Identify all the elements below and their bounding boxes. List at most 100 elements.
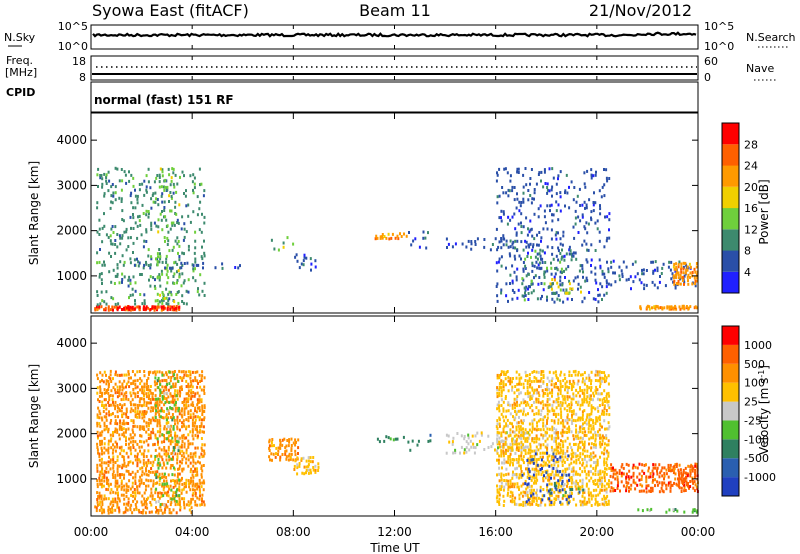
heatmap-cell <box>182 487 185 491</box>
heatmap-cell <box>143 502 146 506</box>
heatmap-cell <box>557 258 560 262</box>
heatmap-cell <box>133 508 136 512</box>
heatmap-cell <box>109 439 112 443</box>
heatmap-cell <box>502 494 505 498</box>
heatmap-cell <box>608 479 610 483</box>
heatmap-cell <box>547 286 550 289</box>
heatmap-cell <box>505 422 508 426</box>
heatmap-cell <box>502 449 505 453</box>
heatmap-cell <box>535 412 538 416</box>
heatmap-cell <box>557 412 560 416</box>
heatmap-cell <box>201 374 204 378</box>
heatmap-cell <box>563 254 566 258</box>
heatmap-cell <box>152 431 155 435</box>
heatmap-cell <box>187 382 190 386</box>
heatmap-cell <box>498 479 501 483</box>
heatmap-cell <box>155 197 158 201</box>
heatmap-cell <box>142 308 145 311</box>
heatmap-cell <box>145 307 147 311</box>
heatmap-cell <box>185 425 188 429</box>
heatmap-cell <box>541 470 544 474</box>
heatmap-cell <box>546 419 549 422</box>
heatmap-cell <box>132 275 135 279</box>
heatmap-cell <box>632 471 635 475</box>
heatmap-cell <box>551 213 553 217</box>
heatmap-cell <box>601 398 604 402</box>
heatmap-cell <box>527 189 530 192</box>
heatmap-cell <box>525 216 528 220</box>
heatmap-cell <box>176 427 179 431</box>
heatmap-cell <box>586 415 589 419</box>
heatmap-cell <box>500 390 503 394</box>
heatmap-cell <box>590 404 593 408</box>
heatmap-cell <box>140 379 143 383</box>
heatmap-cell <box>196 473 199 477</box>
heatmap-cell <box>194 494 197 498</box>
heatmap-cell <box>128 385 131 389</box>
heatmap-cell <box>531 491 534 495</box>
heatmap-cell <box>157 475 159 479</box>
heatmap-cell <box>188 508 191 512</box>
heatmap-cell <box>168 455 171 459</box>
heatmap-cell <box>101 418 104 422</box>
heatmap-cell <box>520 443 523 446</box>
colorbar-tick-label: 4 <box>744 266 751 279</box>
heatmap-cell <box>143 449 146 453</box>
heatmap-cell <box>187 248 190 252</box>
heatmap-cell <box>148 394 151 398</box>
heatmap-cell <box>534 249 537 253</box>
heatmap-cell <box>536 252 539 256</box>
heatmap-cell <box>145 228 148 232</box>
heatmap-cell <box>572 473 575 477</box>
heatmap-cell <box>198 409 201 413</box>
heatmap-cell <box>680 490 683 493</box>
heatmap-cell <box>559 455 562 459</box>
heatmap-cell <box>559 242 562 246</box>
heatmap-cell <box>526 493 529 497</box>
heatmap-cell <box>181 488 184 492</box>
heatmap-cell <box>588 413 591 417</box>
heatmap-cell <box>158 278 161 282</box>
heatmap-cell <box>651 280 654 284</box>
heatmap-cell <box>694 464 697 468</box>
heatmap-cell <box>515 448 518 452</box>
heatmap-cell <box>118 446 121 450</box>
heatmap-cell <box>496 391 499 395</box>
heatmap-cell <box>502 370 505 374</box>
heatmap-cell <box>134 395 137 399</box>
heatmap-cell <box>533 427 536 431</box>
heatmap-cell <box>564 439 567 443</box>
heatmap-cell <box>552 257 555 261</box>
heatmap-cell <box>555 436 558 440</box>
heatmap-cell <box>682 267 685 271</box>
heatmap-cell <box>557 285 560 289</box>
heatmap-cell <box>110 242 113 246</box>
heatmap-cell <box>142 425 145 429</box>
heatmap-cell <box>108 251 111 255</box>
heatmap-cell <box>178 409 181 413</box>
heatmap-cell <box>163 236 166 239</box>
heatmap-cell <box>549 209 551 213</box>
heatmap-cell <box>172 457 175 461</box>
heatmap-cell <box>540 282 543 285</box>
heatmap-cell <box>607 421 610 425</box>
heatmap-cell <box>101 404 103 407</box>
heatmap-cell <box>518 430 521 434</box>
heatmap-cell <box>310 262 313 266</box>
heatmap-cell <box>524 503 527 507</box>
heatmap-cell <box>498 487 501 491</box>
heatmap-cell <box>605 472 608 476</box>
heatmap-cell <box>558 489 561 493</box>
heatmap-cell <box>689 265 692 269</box>
heatmap-cell <box>569 287 572 291</box>
heatmap-cell <box>520 382 523 386</box>
heatmap-cell <box>199 490 201 494</box>
heatmap-cell <box>522 225 525 229</box>
heatmap-cell <box>526 470 529 474</box>
heatmap-cell <box>679 273 682 277</box>
heatmap-cell <box>187 389 190 393</box>
heatmap-cell <box>396 437 399 441</box>
heatmap-cell <box>692 481 695 485</box>
heatmap-cell <box>572 409 575 413</box>
heatmap-cell <box>524 428 527 432</box>
